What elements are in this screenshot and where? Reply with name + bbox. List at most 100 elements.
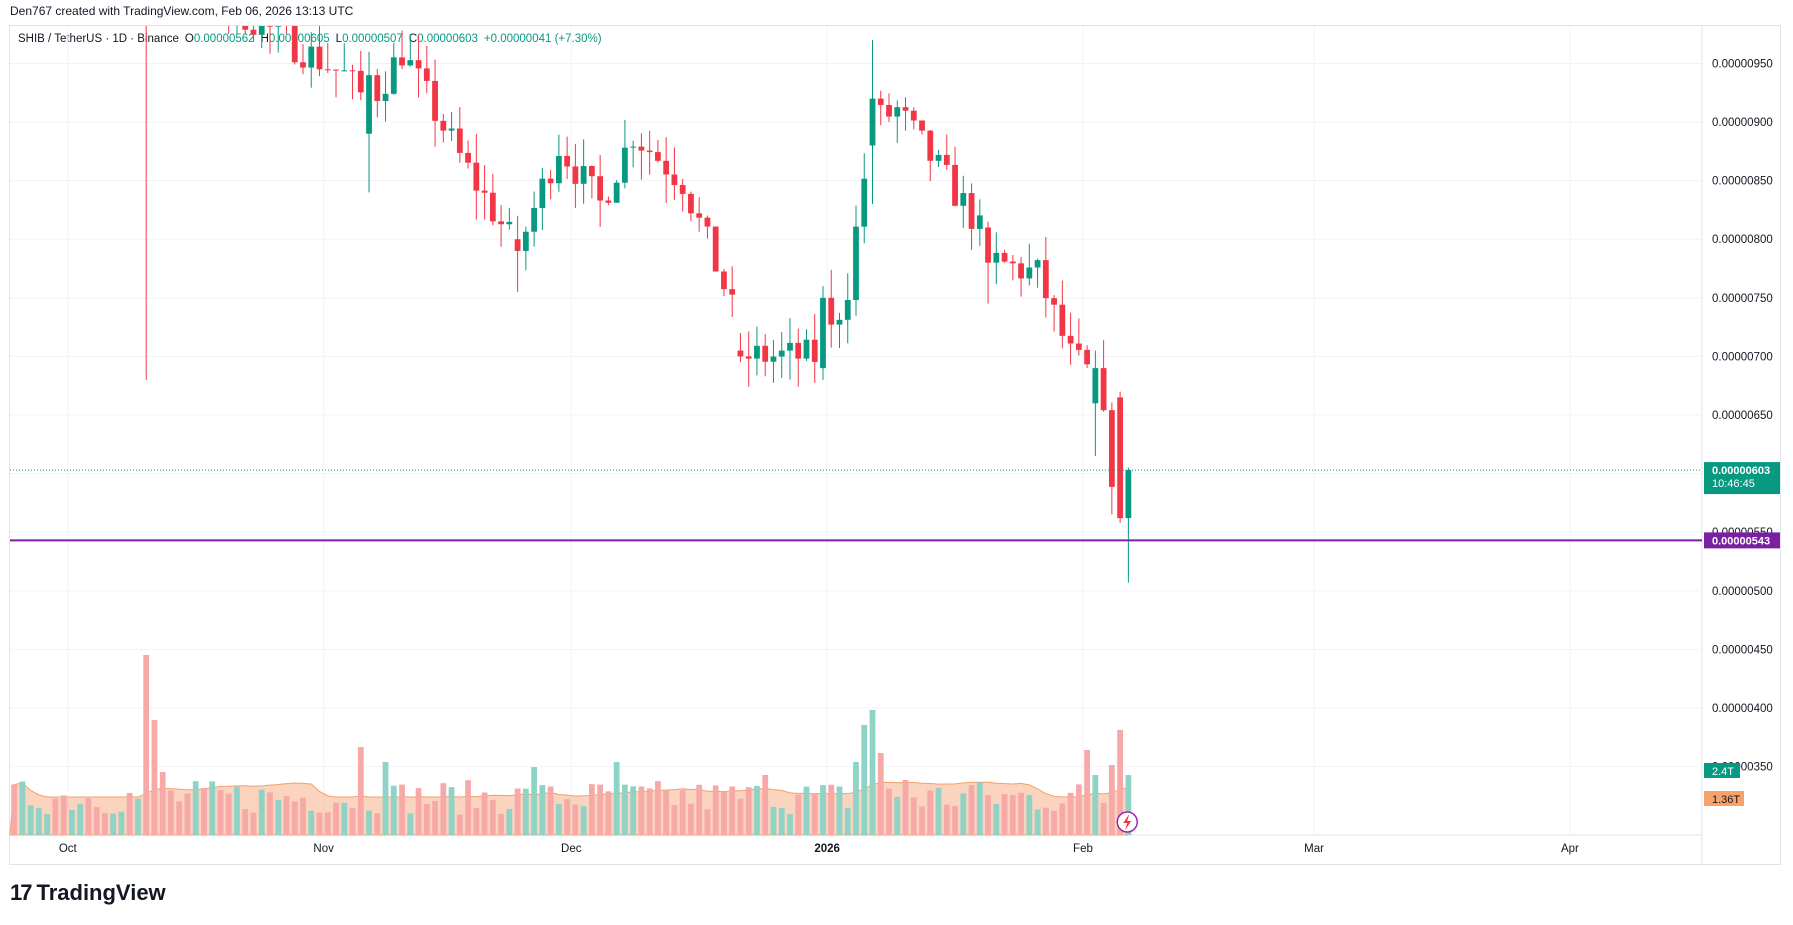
volume-bar — [663, 790, 670, 835]
volume-bar — [27, 805, 34, 835]
candle-body — [985, 227, 991, 263]
volume-bar — [300, 797, 306, 835]
volume-bar — [580, 806, 587, 835]
candle-body — [1042, 260, 1049, 299]
candle-body — [440, 120, 447, 131]
candle-body — [1059, 304, 1066, 336]
candle-body — [1092, 368, 1099, 404]
volume-bar — [135, 798, 141, 835]
volume-bar — [184, 793, 191, 835]
brand-name: TradingView — [36, 880, 166, 905]
y-tick-label: 0.00000500 — [1712, 586, 1773, 598]
countdown-label: 10:46:45 — [1712, 478, 1755, 490]
volume-bar — [366, 810, 372, 835]
candle-body — [572, 166, 579, 184]
symbol-legend: SHIB / TetherUS · 1D · Binance O0.000005… — [18, 33, 602, 45]
volume-bar — [869, 710, 876, 835]
candle-body — [712, 226, 719, 272]
volume-bar — [316, 812, 323, 835]
volume-bar — [201, 788, 207, 835]
volume-bar — [498, 813, 504, 835]
candle-body — [226, 6, 232, 11]
volume-bar — [159, 772, 166, 835]
volume-bar — [721, 791, 727, 835]
candle-body — [399, 57, 405, 66]
volume-bar — [704, 809, 711, 835]
volume-bar — [555, 803, 562, 835]
y-tick-label: 0.00000650 — [1712, 410, 1773, 422]
candle-body — [910, 110, 917, 121]
support-tag — [1704, 532, 1780, 549]
candle-body — [357, 70, 364, 93]
close-label: C — [408, 33, 418, 45]
volume-bar — [374, 813, 381, 835]
volume-bar — [333, 802, 339, 835]
candle-body — [374, 75, 381, 102]
volume-bar — [844, 807, 851, 835]
candle-body — [853, 226, 859, 301]
candle-body — [778, 350, 785, 357]
candle-body — [1026, 267, 1033, 279]
volume-bar — [407, 813, 414, 835]
volume-bar — [630, 786, 637, 835]
volume-bar — [69, 810, 75, 835]
volume-bar — [52, 798, 59, 835]
candle-body — [820, 297, 826, 369]
volume-bar — [481, 792, 488, 835]
candle-body — [729, 289, 736, 295]
volume-bar — [778, 808, 785, 835]
volume-bar — [564, 798, 571, 835]
volume-bar — [1001, 793, 1008, 835]
candle-body — [465, 152, 471, 163]
volume-bar — [638, 786, 645, 835]
candle-body — [630, 146, 637, 148]
volume-bar — [597, 784, 604, 835]
candle-body — [861, 178, 868, 227]
volume-bar — [993, 803, 1000, 835]
candle-body — [258, 26, 265, 35]
y-tick-label: 0.00000450 — [1712, 644, 1773, 656]
open-value: 0.00000562 — [193, 33, 255, 45]
volume-bar — [44, 813, 51, 835]
volume-bar — [341, 802, 348, 835]
candle-body — [877, 98, 884, 105]
volume-bar — [712, 785, 719, 835]
candle-body — [696, 213, 703, 218]
symbol-label[interactable]: SHIB / TetherUS · 1D · Binance — [18, 33, 179, 45]
volume-bar — [1067, 792, 1074, 835]
candle-body — [423, 68, 430, 81]
tradingview-brand[interactable]: 17 TradingView — [10, 880, 166, 906]
candle-body — [547, 178, 554, 184]
candle-body — [456, 128, 463, 153]
candle-body — [688, 193, 694, 214]
close-value: 0.00000603 — [417, 33, 478, 45]
volume-bar — [1018, 792, 1024, 835]
volume-bar — [622, 784, 628, 835]
volume-bar — [646, 788, 653, 835]
volume-bar — [440, 783, 447, 835]
volume-bar — [968, 785, 975, 835]
volume-bar — [679, 790, 686, 835]
candle-body — [522, 231, 529, 251]
candle-body — [539, 178, 546, 208]
low-value: 0.00000507 — [342, 33, 403, 45]
candle-body — [663, 160, 670, 175]
volume-bar — [250, 812, 257, 835]
volume-bar — [886, 788, 892, 835]
low-label: L — [335, 33, 343, 45]
x-tick-label: Nov — [313, 843, 334, 855]
volume-bar — [588, 784, 595, 835]
y-tick-label: 0.00000750 — [1712, 293, 1773, 305]
x-tick-label: Oct — [59, 843, 78, 855]
candle-body — [489, 192, 496, 222]
bolt-glyph-icon — [1123, 814, 1132, 830]
candle-body — [795, 342, 802, 359]
chart-caption: Den767 created with TradingView.com, Feb… — [10, 4, 354, 18]
candle-body — [1009, 261, 1016, 264]
candles-group — [145, 6, 1132, 583]
candle-body — [613, 182, 620, 203]
volume-bar — [572, 804, 579, 835]
volume-bar — [613, 762, 620, 835]
volume-bar — [1092, 775, 1099, 835]
